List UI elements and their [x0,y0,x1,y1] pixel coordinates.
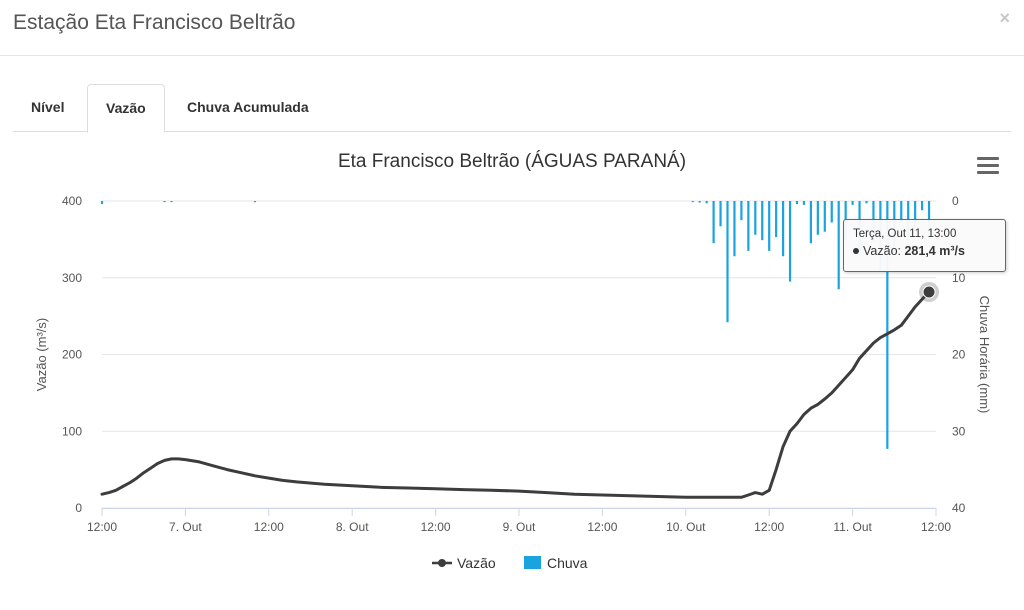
rain-bar [782,201,785,257]
x-tick-label: 12:00 [421,520,451,534]
y2-tick-label: 30 [952,424,966,438]
rain-bar [816,201,819,235]
tooltip-row: Vazão: 281,4 m³/s [853,244,996,258]
rain-bar [747,201,750,251]
rain-bar [865,201,868,204]
rain-bar [823,201,826,232]
tab-chuva-acumulada[interactable]: Chuva Acumulada [187,99,309,115]
tab-nivel[interactable]: Nível [31,99,65,115]
tooltip-value: 281,4 m³/s [904,244,965,258]
y2-axis-title: Chuva Horária (mm) [977,296,992,414]
rain-bar [712,201,715,244]
flow-line [100,290,931,499]
rain-bar [830,201,833,223]
y2-tick-label: 20 [952,348,966,362]
rain-bar [170,201,173,203]
rain-bar [726,201,729,323]
y2-tick-label: 0 [952,194,959,208]
modal-title: Estação Eta Francisco Beltrão [13,11,296,34]
x-tick-label: 11. Out [833,520,872,534]
chart-tooltip: Terça, Out 11, 13:00 Vazão: 281,4 m³/s [843,219,1006,272]
x-tick-label: 7. Out [169,520,202,534]
tooltip-series: Vazão [863,244,898,258]
x-tick-label: 12:00 [587,520,617,534]
tab-bar: Nível Vazão Chuva Acumulada [13,84,1011,133]
rain-bar [698,201,701,203]
rain-bar [163,201,166,203]
rain-bar [802,201,806,205]
rain-bar [927,201,931,232]
rain-bar [914,201,917,227]
y-axis-title: Vazão (m³/s) [34,318,49,391]
y-tick-label: 100 [62,424,82,438]
rain-bar [809,201,812,244]
rain-bar [740,201,743,221]
y-tick-label: 300 [62,271,82,285]
rain-bar [100,201,104,205]
rain-bar [851,201,854,205]
rain-bar [921,201,924,211]
flow-chart: Eta Francisco Beltrão (ÁGUAS PARANÁ)0100… [34,151,992,571]
legend-bar-swatch [524,556,541,569]
highlight-point [922,285,936,299]
x-tick-label: 10. Out [666,520,706,534]
legend-label-chuva: Chuva [547,555,588,571]
tooltip-dot [853,248,859,254]
rain-bar [761,201,764,241]
tab-vazao[interactable]: Vazão [87,84,165,133]
y2-tick-label: 10 [952,271,966,285]
rain-bar [886,201,889,449]
rain-bar [788,201,792,282]
rain-bar [795,201,799,205]
rain-bar [900,201,903,224]
y2-tick-label: 40 [952,501,966,515]
y-tick-label: 0 [75,501,82,515]
x-tick-label: 12:00 [754,520,784,534]
rain-bar [754,201,757,235]
x-tick-label: 12:00 [87,520,117,534]
x-tick-label: 8. Out [336,520,369,534]
close-icon[interactable]: × [999,8,1010,28]
y-tick-label: 200 [62,348,82,362]
hamburger-menu-icon[interactable] [977,157,999,175]
rain-bar [837,201,840,290]
rain-bar [691,201,694,203]
rain-bar [768,201,771,251]
chart-title: Eta Francisco Beltrão (ÁGUAS PARANÁ) [338,151,686,172]
rain-bar [719,201,722,227]
x-tick-label: 12:00 [921,520,951,534]
rain-bar [775,201,778,238]
y-tick-label: 400 [62,194,82,208]
modal-header: Estação Eta Francisco Beltrão × [0,0,1024,56]
rain-bar [705,201,708,204]
x-tick-label: 9. Out [503,520,536,534]
rain-bar [733,201,736,257]
legend-label-vazao: Vazão [457,555,496,571]
x-tick-label: 12:00 [254,520,284,534]
legend-line-marker [438,559,446,567]
rain-bar [253,201,256,203]
tooltip-date: Terça, Out 11, 13:00 [853,228,957,240]
